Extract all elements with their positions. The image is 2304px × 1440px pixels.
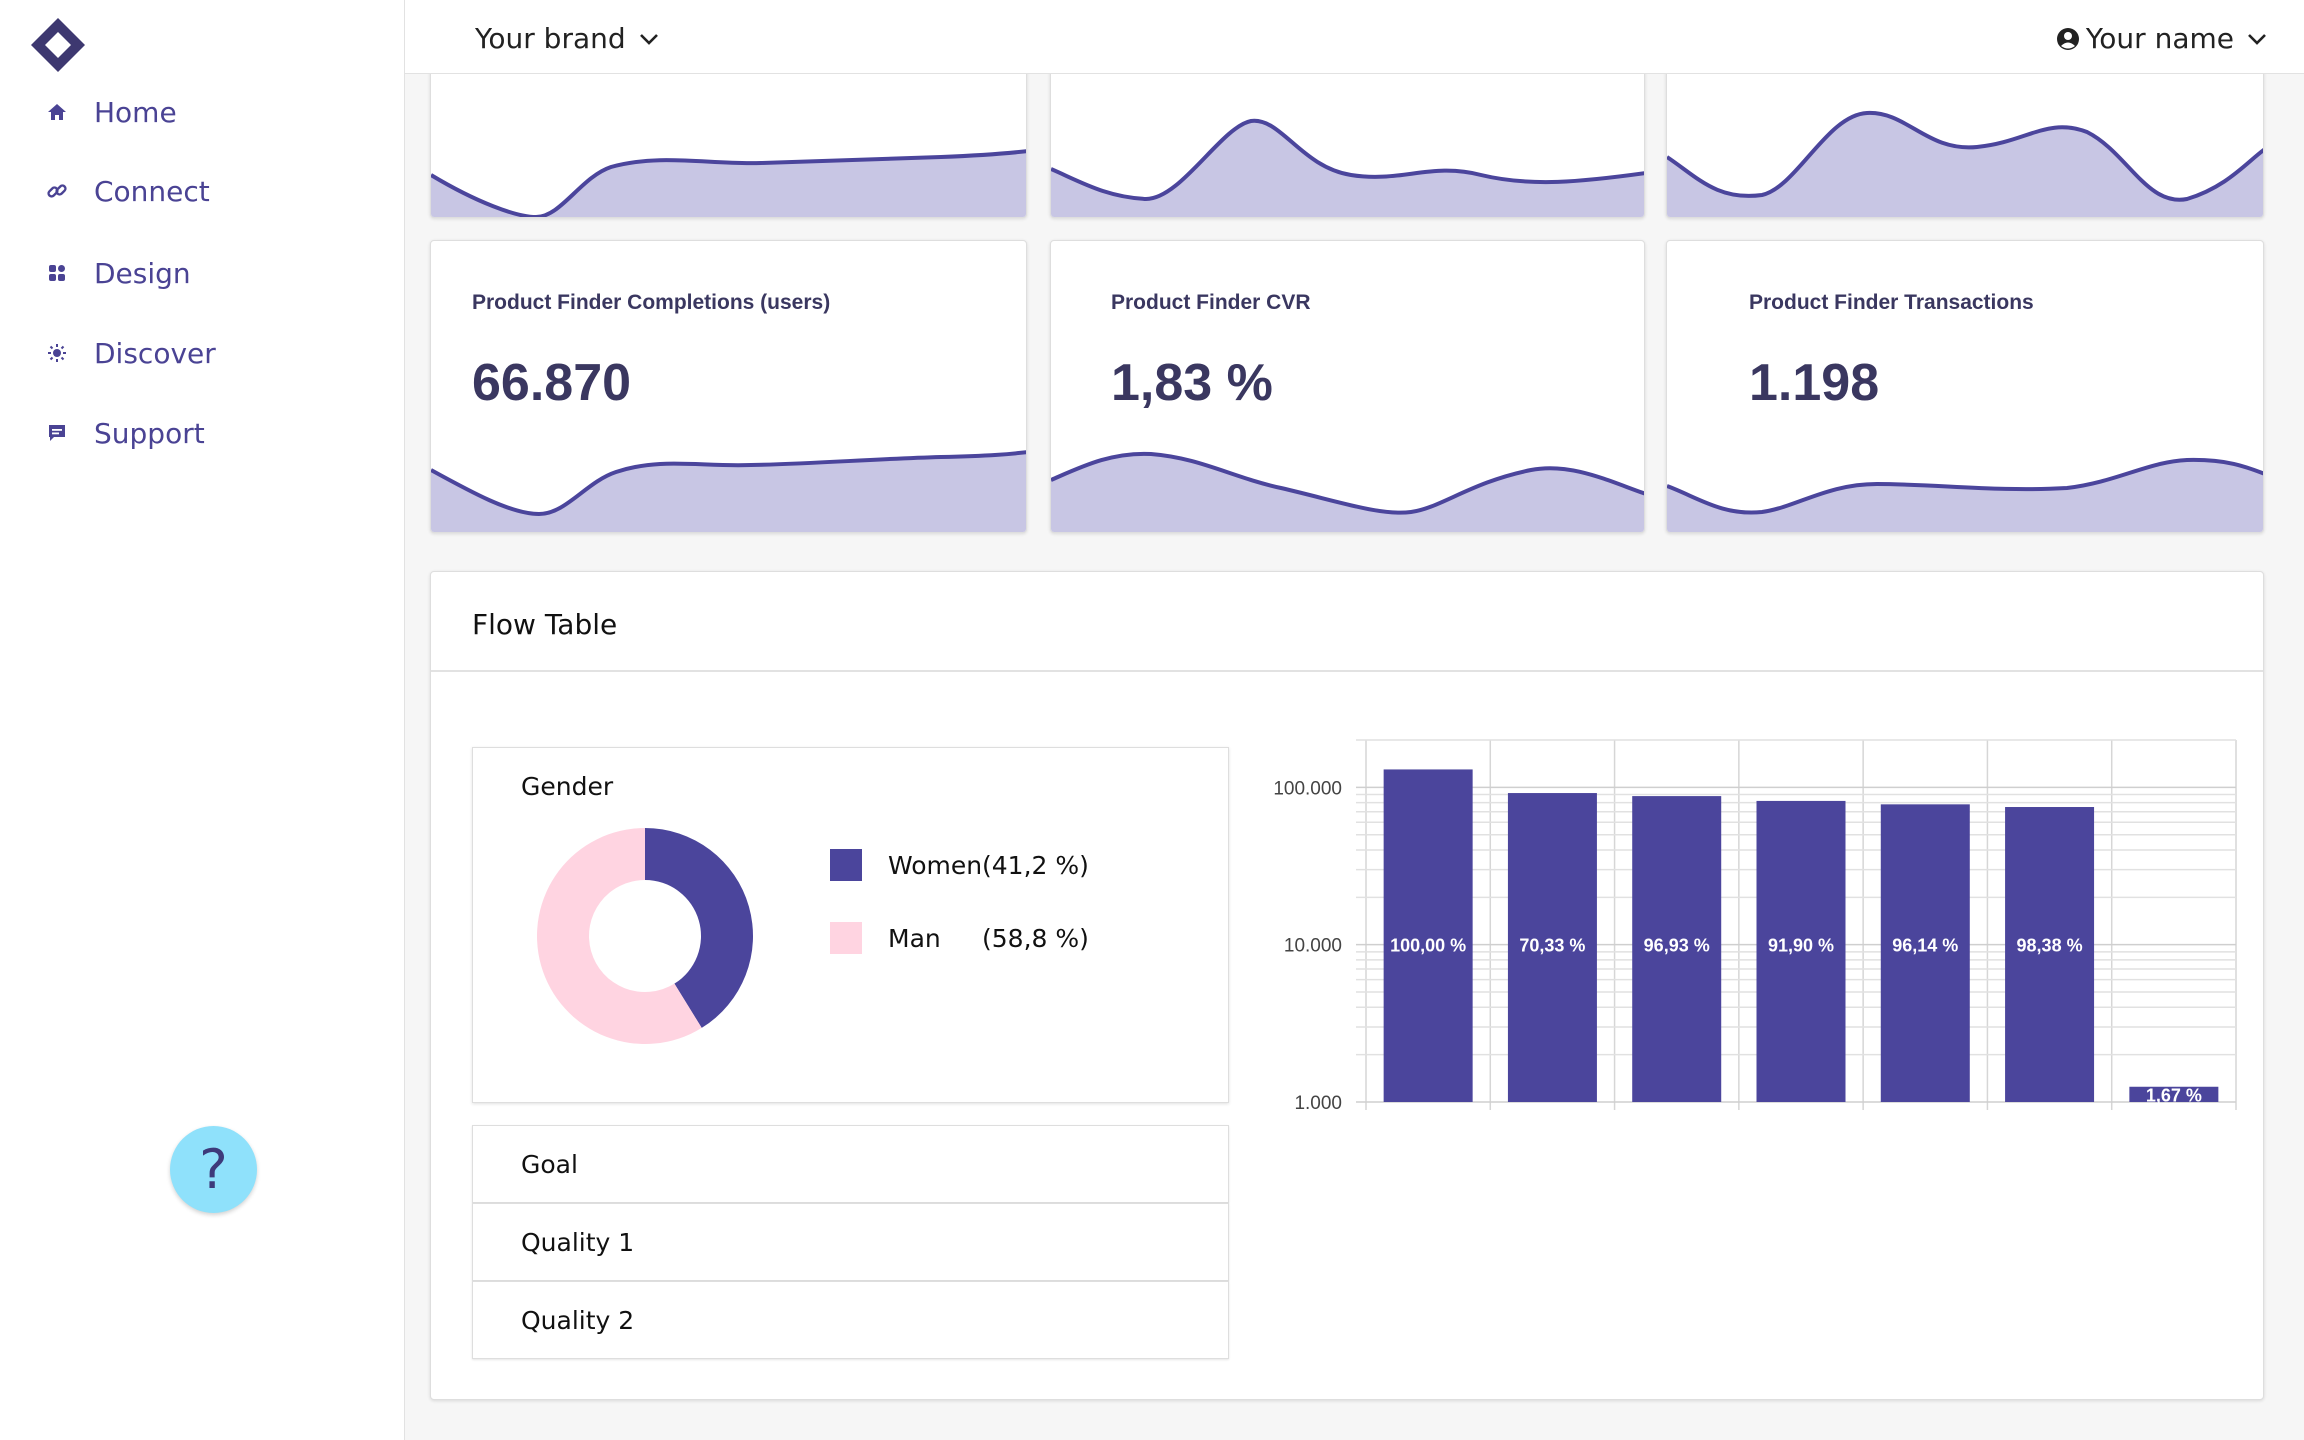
metric-title: Product Finder CVR xyxy=(1111,291,1311,314)
flow-table-title: Flow Table xyxy=(472,608,618,641)
grid-icon xyxy=(44,260,70,286)
sidebar-item-label: Design xyxy=(94,256,191,290)
help-button[interactable]: ? xyxy=(170,1126,257,1213)
sparkline xyxy=(431,149,1026,217)
donut-slice-man xyxy=(537,828,702,1044)
metric-value: 1,83 % xyxy=(1111,354,1273,412)
chevron-down-icon xyxy=(639,33,658,45)
legend-item-man: Man (58,8 %) xyxy=(830,922,1089,954)
bar-value-label: 98,38 % xyxy=(2017,936,2083,956)
bar-value-label: 96,14 % xyxy=(1892,936,1958,956)
accordion-item-quality-2[interactable]: Quality 2 xyxy=(472,1281,1229,1359)
metric-value: 1.198 xyxy=(1749,354,1880,412)
chat-icon xyxy=(44,420,70,446)
legend-name: Man xyxy=(888,923,941,953)
top-bar: Your brand Your name xyxy=(405,0,2304,74)
bar-value-label: 91,90 % xyxy=(1768,936,1834,956)
gender-card: Gender Women (41,2 %) Man (58,8 %) xyxy=(472,747,1229,1103)
bar-converted xyxy=(2129,1086,2219,1102)
user-menu[interactable]: Your name xyxy=(2056,22,2268,55)
lightbulb-icon xyxy=(44,340,70,366)
sidebar-item-label: Home xyxy=(94,95,177,129)
accordion-label: Goal xyxy=(521,1150,578,1179)
gender-donut-chart xyxy=(537,828,753,1044)
sidebar-item-discover[interactable]: Discover xyxy=(44,328,216,378)
legend-item-women: Women (41,2 %) xyxy=(830,849,1089,881)
bar-gender xyxy=(1507,793,1597,1102)
sparkline xyxy=(1667,110,2263,217)
sidebar-item-home[interactable]: Home xyxy=(44,87,177,137)
accordion-label: Quality 1 xyxy=(521,1228,635,1257)
home-icon xyxy=(44,99,70,125)
metric-title: Product Finder Completions (users) xyxy=(472,291,831,314)
y-tick-label: 1.000 xyxy=(1294,1093,1342,1114)
brand-dropdown[interactable]: Your brand xyxy=(475,22,660,55)
flow-table-card: Flow Table Gender Women (41,2 %) Man (58… xyxy=(430,571,2264,1400)
sidebar: Home Connect Design Discover Support ? xyxy=(0,0,405,1440)
brand-label: Your brand xyxy=(475,22,626,55)
metric-value: 66.870 xyxy=(472,354,632,412)
divider xyxy=(431,670,2263,672)
metric-card-completions: Product Finder Completions (users) 66.87… xyxy=(430,240,1027,533)
sparkline xyxy=(1051,118,1644,217)
donut-slice-women xyxy=(645,828,753,1028)
bar-quality-1 xyxy=(1756,800,1846,1102)
legend-swatch xyxy=(830,922,862,954)
bar-value-label: 1,67 % xyxy=(2146,1085,2202,1105)
bar-result xyxy=(2005,807,2095,1102)
bar-goal xyxy=(1632,796,1722,1102)
y-tick-label: 10.000 xyxy=(1284,936,1342,957)
gender-title: Gender xyxy=(521,772,614,801)
sidebar-item-connect[interactable]: Connect xyxy=(44,166,210,216)
sidebar-item-label: Discover xyxy=(94,336,216,370)
accordion-item-goal[interactable]: Goal xyxy=(472,1125,1229,1203)
user-name: Your name xyxy=(2085,22,2234,55)
sidebar-item-design[interactable]: Design xyxy=(44,248,191,298)
bar-value-label: 70,33 % xyxy=(1519,936,1585,956)
legend-swatch xyxy=(830,849,862,881)
sidebar-item-label: Connect xyxy=(94,174,210,208)
metric-title: Product Finder Transactions xyxy=(1749,291,2034,314)
sparkline xyxy=(1667,457,2263,532)
sidebar-item-label: Support xyxy=(94,416,205,450)
logo-icon[interactable] xyxy=(28,15,88,75)
accordion-label: Quality 2 xyxy=(521,1306,635,1335)
accordion-item-quality-1[interactable]: Quality 1 xyxy=(472,1203,1229,1281)
user-icon xyxy=(2056,27,2079,50)
metric-card-cvr: Product Finder CVR 1,83 % xyxy=(1050,240,1645,533)
sparkline xyxy=(1051,451,1644,532)
chevron-down-icon xyxy=(2248,33,2266,45)
legend-name: Women xyxy=(888,850,983,880)
y-tick-label: 100.000 xyxy=(1273,778,1342,799)
sidebar-item-support[interactable]: Support xyxy=(44,408,205,458)
legend-pct: (58,8 %) xyxy=(982,923,1089,953)
legend-pct: (41,2 %) xyxy=(982,850,1089,880)
bar-quality-2 xyxy=(1880,804,1970,1102)
link-icon xyxy=(44,178,70,204)
bar-value-label: 96,93 % xyxy=(1644,936,1710,956)
metric-card-transactions: Product Finder Transactions 1.198 xyxy=(1666,240,2264,533)
bar-start xyxy=(1383,769,1473,1102)
sparkline xyxy=(431,450,1026,532)
bar-value-label: 100,00 % xyxy=(1390,936,1466,956)
